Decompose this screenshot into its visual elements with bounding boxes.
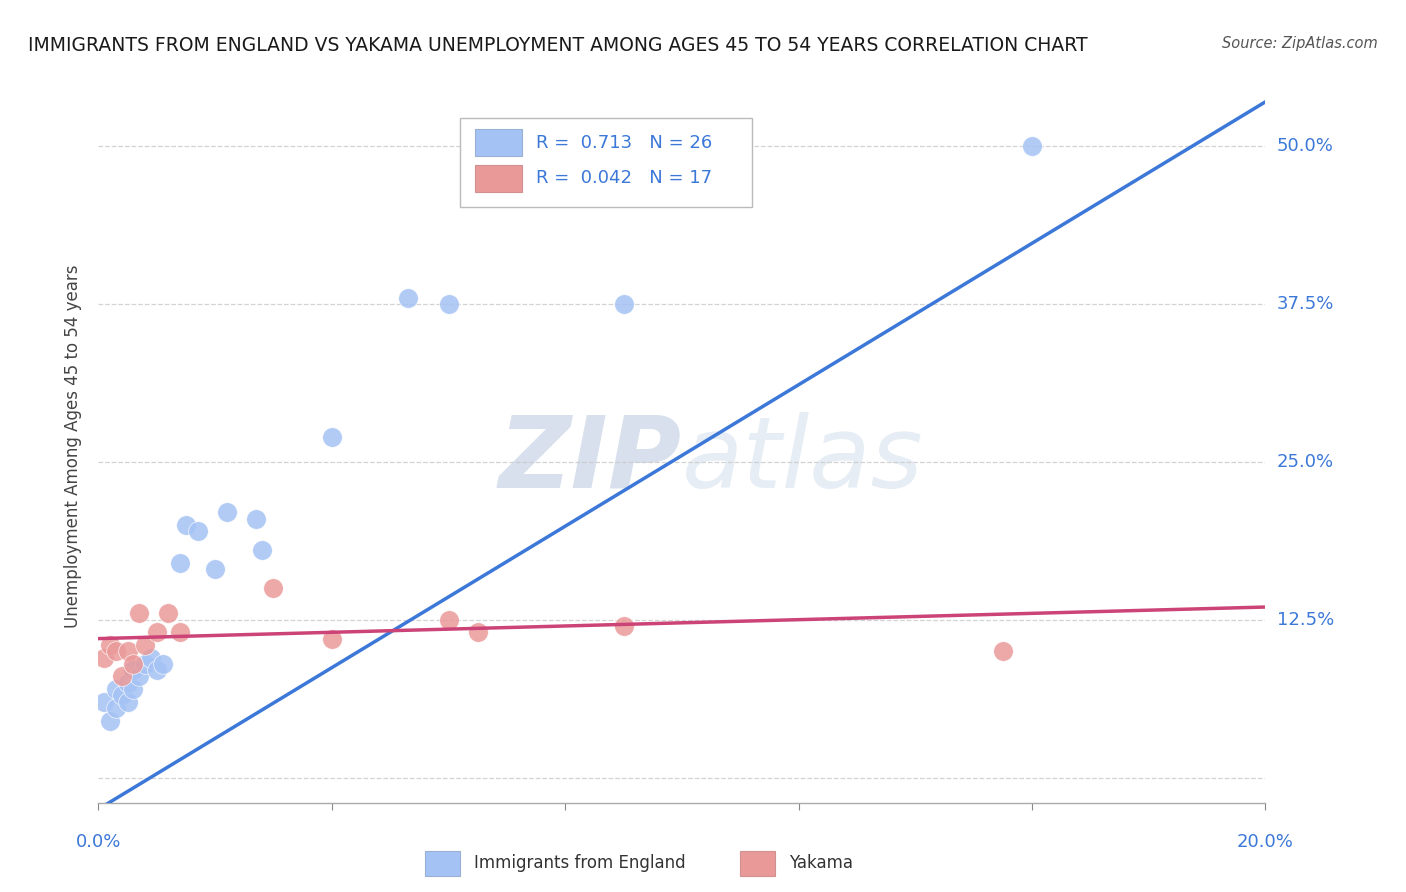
Text: Yakama: Yakama (789, 855, 853, 872)
FancyBboxPatch shape (475, 129, 522, 156)
Text: IMMIGRANTS FROM ENGLAND VS YAKAMA UNEMPLOYMENT AMONG AGES 45 TO 54 YEARS CORRELA: IMMIGRANTS FROM ENGLAND VS YAKAMA UNEMPL… (28, 36, 1088, 54)
Text: Immigrants from England: Immigrants from England (474, 855, 686, 872)
Point (146, 625, 169, 640)
Point (396, 291, 419, 305)
Point (122, 657, 145, 671)
Text: 0.0%: 0.0% (76, 833, 121, 851)
Point (128, 669, 150, 683)
Point (93, 650, 115, 665)
Text: 50.0%: 50.0% (1277, 137, 1333, 155)
Point (612, 619, 634, 633)
Text: ZIP: ZIP (499, 412, 682, 508)
Point (104, 682, 127, 697)
Point (122, 682, 145, 697)
Point (157, 607, 180, 621)
FancyBboxPatch shape (425, 851, 460, 876)
Point (117, 675, 139, 690)
Point (117, 644, 139, 658)
Point (612, 297, 634, 311)
Point (169, 625, 191, 640)
Point (245, 511, 267, 525)
Text: 20.0%: 20.0% (1237, 833, 1294, 851)
Point (98, 638, 121, 652)
Point (204, 562, 226, 576)
Point (134, 657, 156, 671)
FancyBboxPatch shape (475, 165, 522, 192)
Text: atlas: atlas (682, 412, 924, 508)
Point (187, 524, 209, 539)
FancyBboxPatch shape (460, 118, 752, 207)
Text: R =  0.042   N = 17: R = 0.042 N = 17 (536, 169, 713, 187)
Point (321, 429, 343, 443)
Point (1021, 139, 1043, 153)
Point (991, 644, 1014, 658)
Point (467, 625, 489, 640)
Point (146, 663, 169, 677)
Text: R =  0.713   N = 26: R = 0.713 N = 26 (536, 134, 713, 152)
Point (174, 517, 197, 532)
Point (437, 297, 460, 311)
Point (152, 657, 174, 671)
Point (128, 607, 150, 621)
Point (98, 714, 121, 728)
Text: Source: ZipAtlas.com: Source: ZipAtlas.com (1222, 36, 1378, 51)
Text: 25.0%: 25.0% (1277, 453, 1334, 471)
Point (321, 632, 343, 646)
Text: 37.5%: 37.5% (1277, 295, 1334, 313)
Point (93, 695, 115, 709)
Point (169, 556, 191, 570)
Point (134, 638, 156, 652)
Y-axis label: Unemployment Among Ages 45 to 54 years: Unemployment Among Ages 45 to 54 years (65, 264, 83, 628)
Point (215, 505, 238, 519)
Point (117, 695, 139, 709)
Point (250, 543, 273, 558)
Text: 12.5%: 12.5% (1277, 611, 1334, 629)
Point (139, 650, 162, 665)
Point (111, 689, 134, 703)
Point (122, 663, 145, 677)
Point (437, 613, 460, 627)
FancyBboxPatch shape (741, 851, 775, 876)
Point (111, 669, 134, 683)
Point (104, 644, 127, 658)
Point (262, 581, 284, 595)
Point (104, 701, 127, 715)
